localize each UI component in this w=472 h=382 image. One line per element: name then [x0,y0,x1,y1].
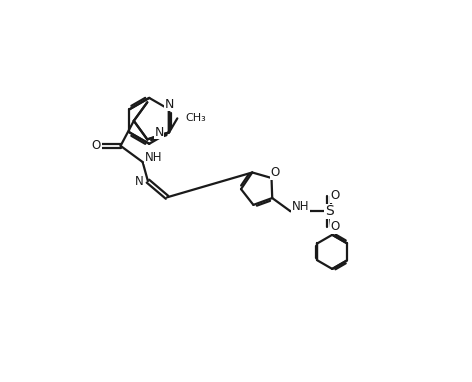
Text: NH: NH [145,151,162,164]
Text: NH: NH [292,200,310,213]
Text: O: O [330,220,340,233]
Text: O: O [330,189,340,202]
Text: N: N [164,97,174,110]
Text: O: O [92,139,101,152]
Text: S: S [325,204,334,218]
Text: O: O [270,166,280,179]
Text: N: N [135,175,143,188]
Text: N: N [154,126,164,139]
Text: CH₃: CH₃ [185,113,206,123]
